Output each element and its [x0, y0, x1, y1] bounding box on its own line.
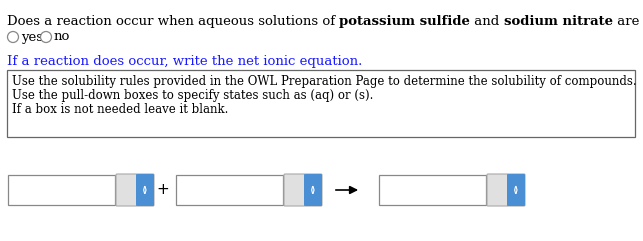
Text: Does a reaction occur when aqueous solutions of: Does a reaction occur when aqueous solut… [7, 15, 340, 28]
FancyBboxPatch shape [507, 174, 525, 206]
Text: yes: yes [21, 31, 43, 43]
Text: ∧: ∧ [142, 185, 148, 190]
FancyBboxPatch shape [487, 174, 525, 206]
Text: ∨: ∨ [310, 189, 316, 195]
Text: Use the solubility rules provided in the OWL Preparation Page to determine the s: Use the solubility rules provided in the… [12, 75, 637, 88]
FancyBboxPatch shape [7, 70, 635, 137]
Bar [8, 175, 115, 205]
Text: ∨: ∨ [513, 189, 519, 195]
Text: ∧: ∧ [513, 185, 519, 190]
Circle shape [8, 32, 19, 42]
FancyBboxPatch shape [116, 174, 154, 206]
Text: ∨: ∨ [142, 189, 148, 195]
Text: ∧: ∧ [310, 185, 316, 190]
Text: and: and [470, 15, 503, 28]
Bar [176, 175, 283, 205]
FancyBboxPatch shape [304, 174, 322, 206]
FancyBboxPatch shape [136, 174, 154, 206]
Bar [379, 175, 486, 205]
FancyBboxPatch shape [284, 174, 322, 206]
Text: are combined?: are combined? [613, 15, 643, 28]
Text: +: + [157, 182, 169, 198]
Text: Use the pull-down boxes to specify states such as (aq) or (s).: Use the pull-down boxes to specify state… [12, 89, 374, 102]
Circle shape [41, 32, 51, 42]
Text: If a box is not needed leave it blank.: If a box is not needed leave it blank. [12, 103, 228, 116]
Text: sodium nitrate: sodium nitrate [503, 15, 613, 28]
Text: no: no [54, 31, 70, 43]
Text: If a reaction does occur, write the net ionic equation.: If a reaction does occur, write the net … [7, 55, 363, 68]
Text: potassium sulfide: potassium sulfide [340, 15, 470, 28]
